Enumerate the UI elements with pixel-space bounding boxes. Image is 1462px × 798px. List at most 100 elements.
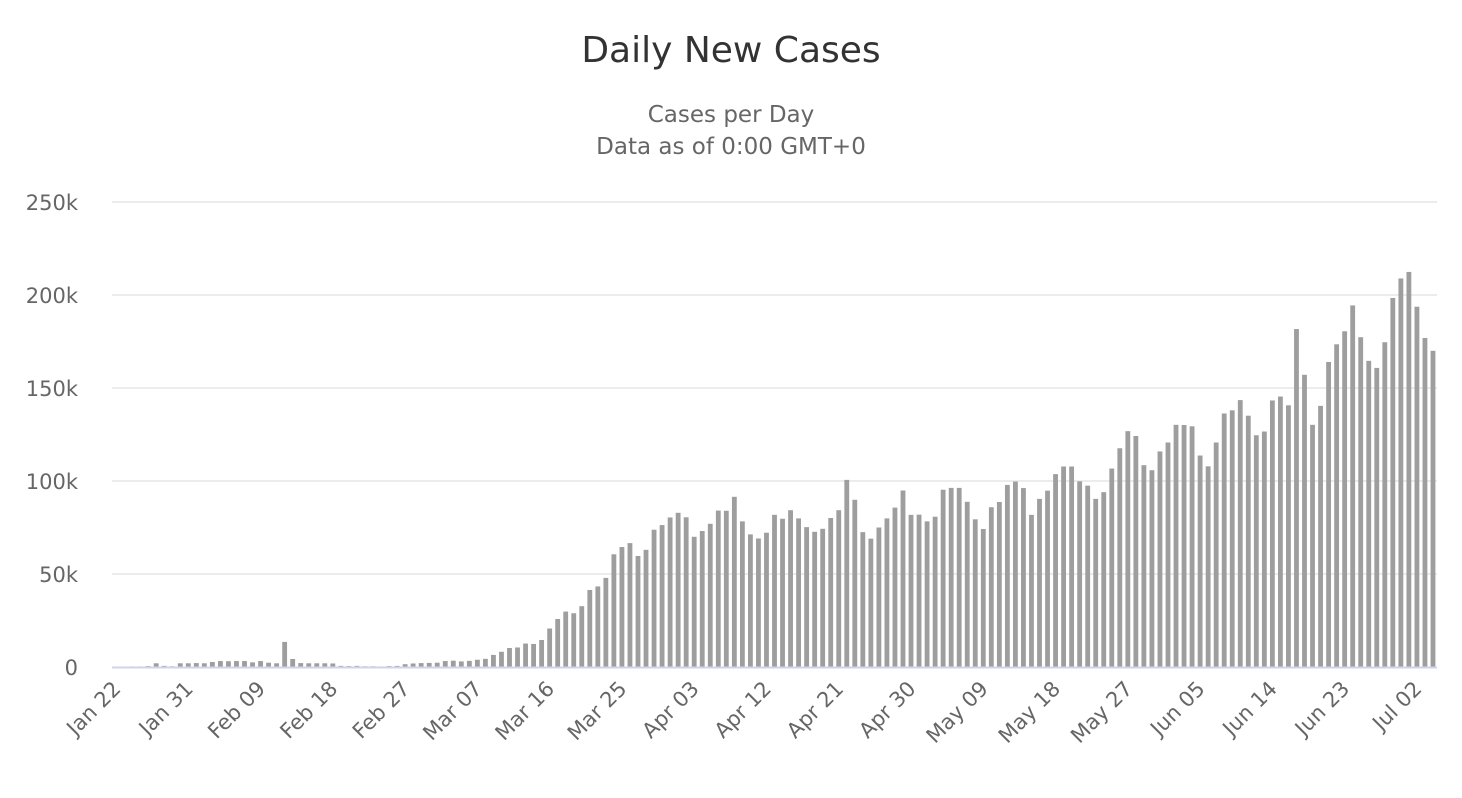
- bar[interactable]: [1189, 426, 1195, 667]
- bar[interactable]: [844, 479, 850, 667]
- bar[interactable]: [1229, 410, 1235, 667]
- bar[interactable]: [892, 507, 898, 667]
- bar[interactable]: [1278, 396, 1283, 667]
- bar[interactable]: [1125, 431, 1131, 667]
- bar[interactable]: [1061, 466, 1066, 667]
- bar[interactable]: [852, 499, 858, 667]
- bar[interactable]: [1237, 400, 1243, 667]
- bar[interactable]: [571, 613, 577, 667]
- bar[interactable]: [1021, 488, 1026, 667]
- bar[interactable]: [587, 590, 593, 667]
- bar[interactable]: [924, 521, 930, 667]
- bar[interactable]: [442, 661, 448, 667]
- bar[interactable]: [820, 528, 826, 667]
- bar[interactable]: [410, 663, 416, 667]
- bar[interactable]: [1093, 498, 1099, 667]
- bar[interactable]: [483, 658, 488, 667]
- bar[interactable]: [948, 487, 954, 667]
- bar[interactable]: [1133, 435, 1139, 667]
- bar[interactable]: [956, 487, 962, 667]
- bar[interactable]: [290, 659, 296, 667]
- bar[interactable]: [884, 518, 890, 667]
- bar[interactable]: [980, 528, 986, 667]
- bar[interactable]: [1213, 442, 1219, 668]
- bar[interactable]: [908, 514, 914, 667]
- bar[interactable]: [1326, 361, 1331, 667]
- bar[interactable]: [547, 628, 553, 668]
- bar[interactable]: [266, 662, 271, 667]
- bar[interactable]: [1245, 415, 1251, 667]
- bar[interactable]: [988, 507, 994, 667]
- bar[interactable]: [1085, 485, 1091, 667]
- bar[interactable]: [426, 662, 432, 667]
- bar[interactable]: [330, 663, 336, 667]
- bar[interactable]: [1077, 481, 1083, 667]
- bar[interactable]: [394, 665, 400, 667]
- bar[interactable]: [1101, 492, 1107, 667]
- bar[interactable]: [916, 514, 922, 667]
- bar[interactable]: [434, 662, 440, 667]
- bar[interactable]: [691, 536, 697, 667]
- bar[interactable]: [298, 663, 304, 667]
- bar[interactable]: [1430, 350, 1436, 667]
- bar[interactable]: [1302, 374, 1307, 667]
- bar[interactable]: [458, 661, 464, 667]
- bar[interactable]: [234, 661, 239, 667]
- bar[interactable]: [555, 619, 561, 667]
- bar[interactable]: [1310, 424, 1315, 667]
- bar[interactable]: [563, 611, 569, 667]
- bar[interactable]: [1181, 425, 1187, 667]
- bar[interactable]: [314, 663, 320, 667]
- bar[interactable]: [595, 586, 601, 667]
- bar[interactable]: [764, 532, 769, 667]
- bar[interactable]: [531, 643, 536, 667]
- bar[interactable]: [675, 512, 681, 667]
- bar[interactable]: [1157, 451, 1163, 667]
- bar[interactable]: [161, 665, 167, 667]
- bar[interactable]: [868, 538, 874, 667]
- bar[interactable]: [1318, 405, 1323, 667]
- bar[interactable]: [209, 661, 215, 667]
- bar[interactable]: [1406, 271, 1412, 667]
- bar[interactable]: [1141, 465, 1147, 667]
- bar[interactable]: [715, 510, 721, 667]
- bar[interactable]: [1269, 400, 1275, 667]
- bar[interactable]: [756, 538, 761, 667]
- bar[interactable]: [1221, 413, 1227, 667]
- bar[interactable]: [900, 490, 906, 667]
- bar[interactable]: [796, 518, 801, 667]
- bar[interactable]: [258, 661, 263, 667]
- bar[interactable]: [996, 502, 1002, 667]
- bar[interactable]: [507, 648, 512, 667]
- bar[interactable]: [242, 661, 247, 667]
- bar[interactable]: [964, 501, 970, 667]
- bar[interactable]: [274, 663, 280, 667]
- bar[interactable]: [1358, 337, 1364, 667]
- bar[interactable]: [1029, 514, 1034, 667]
- bar[interactable]: [1069, 466, 1075, 667]
- bar[interactable]: [603, 577, 609, 667]
- bar[interactable]: [611, 554, 617, 667]
- bar[interactable]: [226, 661, 231, 667]
- bar[interactable]: [643, 549, 649, 667]
- bar[interactable]: [1109, 468, 1115, 667]
- bar[interactable]: [282, 641, 288, 667]
- bar[interactable]: [659, 525, 665, 667]
- bar[interactable]: [932, 516, 938, 667]
- bar[interactable]: [651, 529, 657, 667]
- bar[interactable]: [1173, 424, 1179, 667]
- bar[interactable]: [1342, 331, 1348, 667]
- bar[interactable]: [523, 643, 528, 667]
- bar[interactable]: [177, 663, 183, 667]
- bar[interactable]: [1286, 405, 1291, 667]
- bar[interactable]: [1013, 481, 1018, 667]
- bar[interactable]: [699, 531, 705, 667]
- bar[interactable]: [1382, 342, 1388, 667]
- bar[interactable]: [1149, 470, 1155, 667]
- bar[interactable]: [1253, 435, 1259, 667]
- bar[interactable]: [723, 510, 729, 667]
- bar[interactable]: [627, 543, 633, 667]
- bar[interactable]: [748, 534, 753, 667]
- bar[interactable]: [836, 510, 842, 667]
- bar[interactable]: [1117, 448, 1123, 667]
